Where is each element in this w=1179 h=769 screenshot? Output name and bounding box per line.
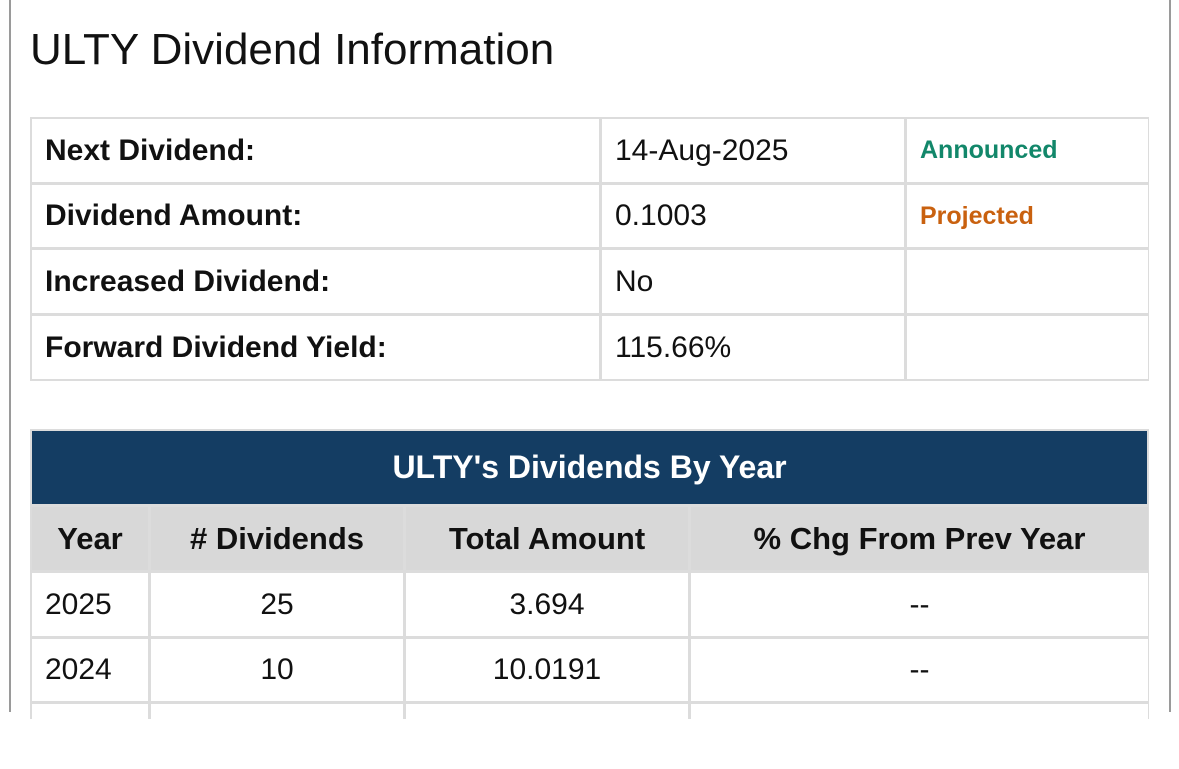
info-status: Announced <box>907 119 1148 182</box>
year-cell: 2024 <box>32 639 148 701</box>
info-label-text: Dividend Amount: <box>45 199 303 232</box>
info-value: No <box>602 250 904 313</box>
year-cell-text: 25 <box>260 587 294 621</box>
column-header: Total Amount <box>406 507 688 570</box>
info-value-text: No <box>615 264 654 298</box>
year-cell: 25 <box>151 573 403 636</box>
year-cell: 10.0191 <box>406 639 688 701</box>
info-label: Dividend Amount: <box>32 185 599 247</box>
column-header-text: # Dividends <box>190 520 364 556</box>
year-cell: -- <box>691 573 1148 636</box>
info-label: Forward Dividend Yield: <box>32 316 599 379</box>
page: {"title": "ULTY Dividend Information", "… <box>9 0 1171 719</box>
column-header: Year <box>32 507 148 570</box>
info-status <box>907 316 1148 379</box>
info-status-text: Announced <box>920 136 1058 164</box>
info-value-text: 115.66% <box>615 330 732 364</box>
year-cell-text: 2024 <box>45 653 112 686</box>
year-cell-text: 10 <box>260 653 294 686</box>
column-header-text: Total Amount <box>448 520 646 556</box>
info-label-text: Forward Dividend Yield: <box>45 330 387 364</box>
info-value: 0.1003 <box>602 185 904 247</box>
year-cell: 10 <box>151 639 403 701</box>
year-cell-text: -- <box>909 587 930 621</box>
year-cell: 3.694 <box>406 573 688 636</box>
year-cell-empty <box>691 704 1148 769</box>
year-cell-text: -- <box>909 653 930 686</box>
page-title: ULTY Dividend Information <box>30 25 555 74</box>
info-status-text: Projected <box>920 201 1034 230</box>
info-value: 14-Aug-2025 <box>602 119 904 182</box>
info-label-text: Next Dividend: <box>45 133 256 167</box>
info-value-text: 0.1003 <box>615 199 707 232</box>
year-cell-empty <box>406 704 688 769</box>
info-value-text: 14-Aug-2025 <box>615 133 789 167</box>
column-header: % Chg From Prev Year <box>691 507 1148 570</box>
info-label: Increased Dividend: <box>32 250 599 313</box>
column-header-text: % Chg From Prev Year <box>753 520 1086 556</box>
info-label: Next Dividend: <box>32 119 599 182</box>
column-header: # Dividends <box>151 507 403 570</box>
year-cell: 2025 <box>32 573 148 636</box>
year-cell: -- <box>691 639 1148 701</box>
column-header-text: Year <box>57 520 123 556</box>
year-cell-empty <box>151 704 403 769</box>
info-status <box>907 250 1148 313</box>
info-label-text: Increased Dividend: <box>45 264 331 298</box>
year-table-title: ULTY's Dividends By Year <box>32 431 1147 504</box>
frame-right <box>1169 0 1171 712</box>
year-cell-text: 3.694 <box>509 587 585 621</box>
year-cell-empty <box>32 704 148 769</box>
year-cell-text: 2025 <box>45 587 112 621</box>
frame-left <box>9 0 11 712</box>
year-cell-text: 10.0191 <box>492 653 602 686</box>
info-value: 115.66% <box>602 316 904 379</box>
info-status: Projected <box>907 185 1148 247</box>
